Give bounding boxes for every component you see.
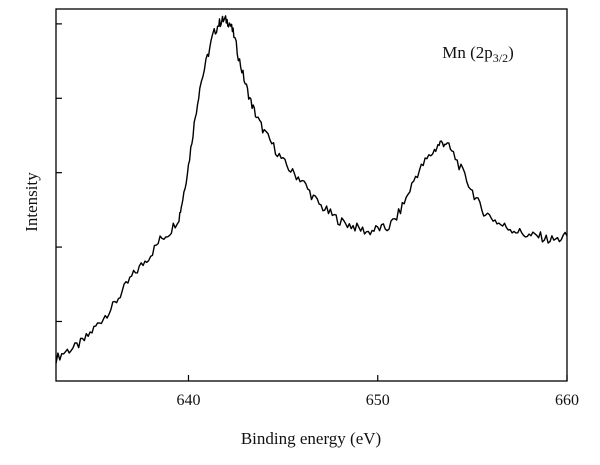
x-axis-ticks: 640 650 660 <box>176 375 579 409</box>
spectrum-line <box>55 15 568 364</box>
peak-annotation: Mn (2p3/2) <box>442 43 514 65</box>
y-axis-label: Intensity <box>22 172 41 232</box>
y-axis-ticks <box>56 23 62 323</box>
x-tick-label: 650 <box>366 392 390 409</box>
plot-frame <box>55 8 568 382</box>
x-tick-label: 640 <box>176 392 200 409</box>
x-axis-label: Binding energy (eV) <box>241 429 381 448</box>
x-tick-label: 660 <box>555 392 579 409</box>
